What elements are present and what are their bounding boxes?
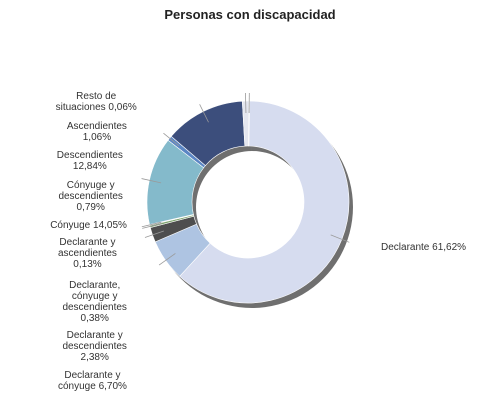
label-ascendientes: Ascendientes 1,06% — [67, 121, 127, 143]
label-descendientes: Descendientes 12,84% — [57, 150, 123, 172]
leader-declarante-y-descendientes — [144, 230, 164, 238]
leader-declarante — [330, 234, 350, 243]
slice-labels: Declarante 61,62% Declarante y cónyuge 6,7… — [50, 91, 466, 392]
label-declarante-y-conyuge: Declarante y cónyuge 6,70% — [58, 370, 127, 392]
label-declarante-conyuge-y-descendientes: Declarante, cónyuge y descendientes 0,38% — [62, 280, 127, 324]
label-resto-de-situaciones: Resto de situaciones 0,06% — [56, 91, 137, 113]
label-conyuge-y-descendientes: Cónyuge y descendientes 0,79% — [58, 180, 123, 213]
leader-conyuge-y-descendientes — [163, 132, 180, 147]
leader-lines — [141, 93, 350, 266]
leader-declarante-conyuge-y-descendientes — [142, 223, 162, 229]
slice-declarante — [179, 100, 350, 304]
label-conyuge: Cónyuge 14,05% — [50, 220, 127, 231]
leader-conyuge — [141, 178, 162, 184]
label-declarante: Declarante 61,62% — [381, 242, 466, 253]
leader-descendientes — [199, 104, 209, 123]
leader-declarante-y-ascendientes — [141, 221, 162, 228]
label-declarante-y-descendientes: Declarante y descendientes 2,38% — [62, 330, 127, 363]
label-declarante-y-ascendientes: Declarante y ascendientes 0,13% — [58, 237, 117, 270]
chart-title: Personas con discapacidad — [164, 7, 335, 22]
leader-declarante-y-conyuge — [158, 253, 176, 266]
donut-slices — [146, 100, 350, 304]
